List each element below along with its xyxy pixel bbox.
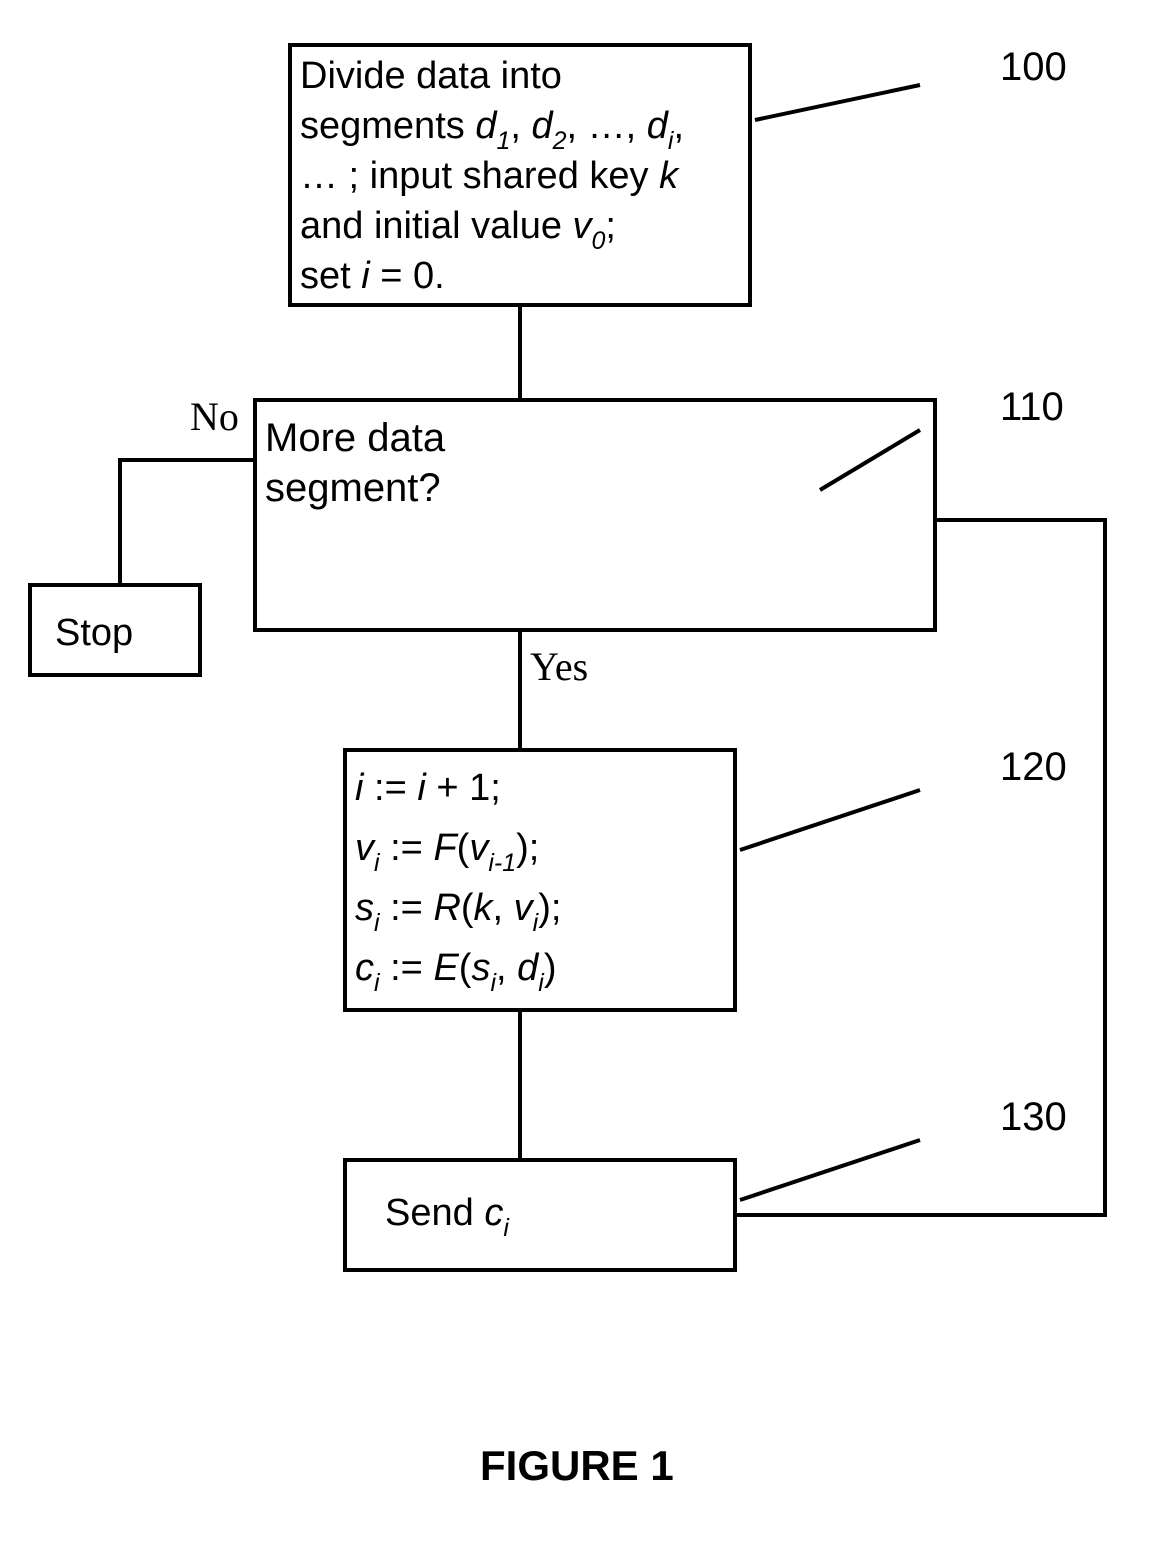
ref-pointer: [740, 790, 920, 850]
node-text: Send ci: [385, 1192, 510, 1242]
ref-label: 120: [1000, 745, 1067, 789]
figure-caption: FIGURE 1: [480, 1442, 674, 1489]
ref-label: 110: [1000, 385, 1064, 429]
ref-label: 100: [1000, 45, 1067, 89]
node-text: set i = 0.: [300, 255, 445, 297]
ref-pointer: [740, 1140, 920, 1200]
node-text: … ; input shared key k: [300, 155, 680, 197]
flowchart-figure: Divide data into segments d1, d2, …, di,……: [0, 0, 1170, 1545]
ref-pointer: [755, 85, 920, 120]
edge-label: No: [190, 394, 239, 439]
node-text: More data: [265, 416, 446, 460]
node-text: and initial value v0;: [300, 205, 616, 255]
connector: [120, 460, 255, 585]
ref-pointer: [820, 430, 920, 490]
node-text: segment?: [265, 466, 441, 510]
ref-label: 130: [1000, 1095, 1067, 1139]
node-text: vi := F(vi-1);: [355, 827, 539, 877]
node-text: i := i + 1;: [355, 767, 501, 809]
node-text: ci := E(si, di): [355, 947, 557, 997]
edge-label: Yes: [530, 644, 588, 689]
node-text: Divide data into: [300, 55, 562, 97]
node-text: si := R(k, vi);: [355, 887, 561, 937]
node-text: segments d1, d2, …, di,: [300, 105, 684, 155]
node-text: Stop: [55, 612, 133, 654]
